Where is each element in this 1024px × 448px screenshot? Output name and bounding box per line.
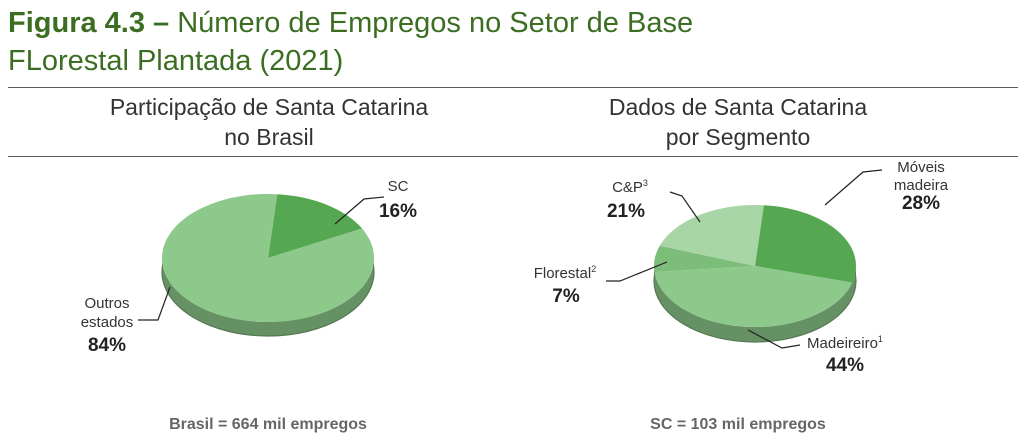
- slice-label-1-3: C&P3: [612, 178, 648, 196]
- slice-label-1-0: Móveis: [897, 159, 945, 176]
- top-rule: [8, 87, 1018, 88]
- slice-percent-1-3: 21%: [607, 201, 645, 222]
- slice-footnote-1-1: 1: [878, 334, 883, 344]
- slice-percent-1-1: 44%: [826, 355, 864, 376]
- pie-slice-1-2: [654, 245, 755, 273]
- slice-footnote-1-2: 2: [591, 264, 596, 274]
- pie-slice-1-1: [654, 266, 853, 327]
- pie-slice-0-0: [268, 194, 363, 258]
- leader-line-0-0: [334, 196, 385, 225]
- left-heading-line1: Participação de Santa Catarina: [109, 94, 429, 120]
- right-pie-chart: [653, 204, 857, 343]
- slice-percent-0-1: 84%: [88, 335, 126, 356]
- pie-slice-1-3: [659, 204, 764, 266]
- pie-side: [654, 266, 856, 342]
- pie-slice-0-1: [161, 193, 374, 322]
- right-heading-line2: por Segmento: [665, 124, 811, 150]
- pie-side: [162, 258, 374, 336]
- slice-label-1-1: Madeireiro1: [807, 334, 883, 352]
- slice-percent-1-2: 7%: [552, 286, 580, 307]
- slice-label-1-2: Florestal2: [534, 264, 597, 282]
- slice-label-0-0: SC: [388, 178, 409, 195]
- leader-line-1-0: [824, 169, 883, 206]
- slice-label-1-0: madeira: [894, 177, 949, 194]
- leader-line-1-2: [606, 261, 668, 282]
- figure-title-line1: Figura 4.3 – Número de Empregos no Setor…: [8, 4, 1008, 42]
- left-pie-chart: [161, 193, 375, 337]
- slice-footnote-1-3: 3: [643, 178, 648, 188]
- figure-title-line2: FLorestal Plantada (2021): [8, 45, 344, 77]
- figure-title-text: Número de Empregos no Setor de Base: [177, 7, 694, 39]
- left-heading-line2: no Brasil: [224, 124, 314, 150]
- slice-label-0-1: estados: [81, 314, 134, 331]
- slice-percent-0-0: 16%: [379, 201, 417, 222]
- leader-line-1-3: [669, 191, 701, 223]
- leader-line-1-1: [747, 329, 801, 349]
- leader-line-0-1: [138, 286, 171, 321]
- right-panel-heading: Dados de Santa Catarina por Segmento: [523, 92, 953, 152]
- slice-label-0-1: Outros: [84, 295, 129, 312]
- right-heading-line1: Dados de Santa Catarina: [608, 94, 868, 120]
- left-footer: Brasil = 664 mil empregos: [169, 416, 367, 433]
- heading-rule: [8, 156, 1018, 157]
- left-panel-heading: Participação de Santa Catarina no Brasil: [54, 92, 484, 152]
- slice-percent-1-0: 28%: [902, 193, 940, 214]
- pie-slice-1-0: [755, 205, 856, 283]
- figure-number: Figura 4.3 –: [8, 7, 170, 39]
- figure-title: Figura 4.3 – Número de Empregos no Setor…: [8, 4, 1008, 80]
- right-footer: SC = 103 mil empregos: [650, 416, 826, 433]
